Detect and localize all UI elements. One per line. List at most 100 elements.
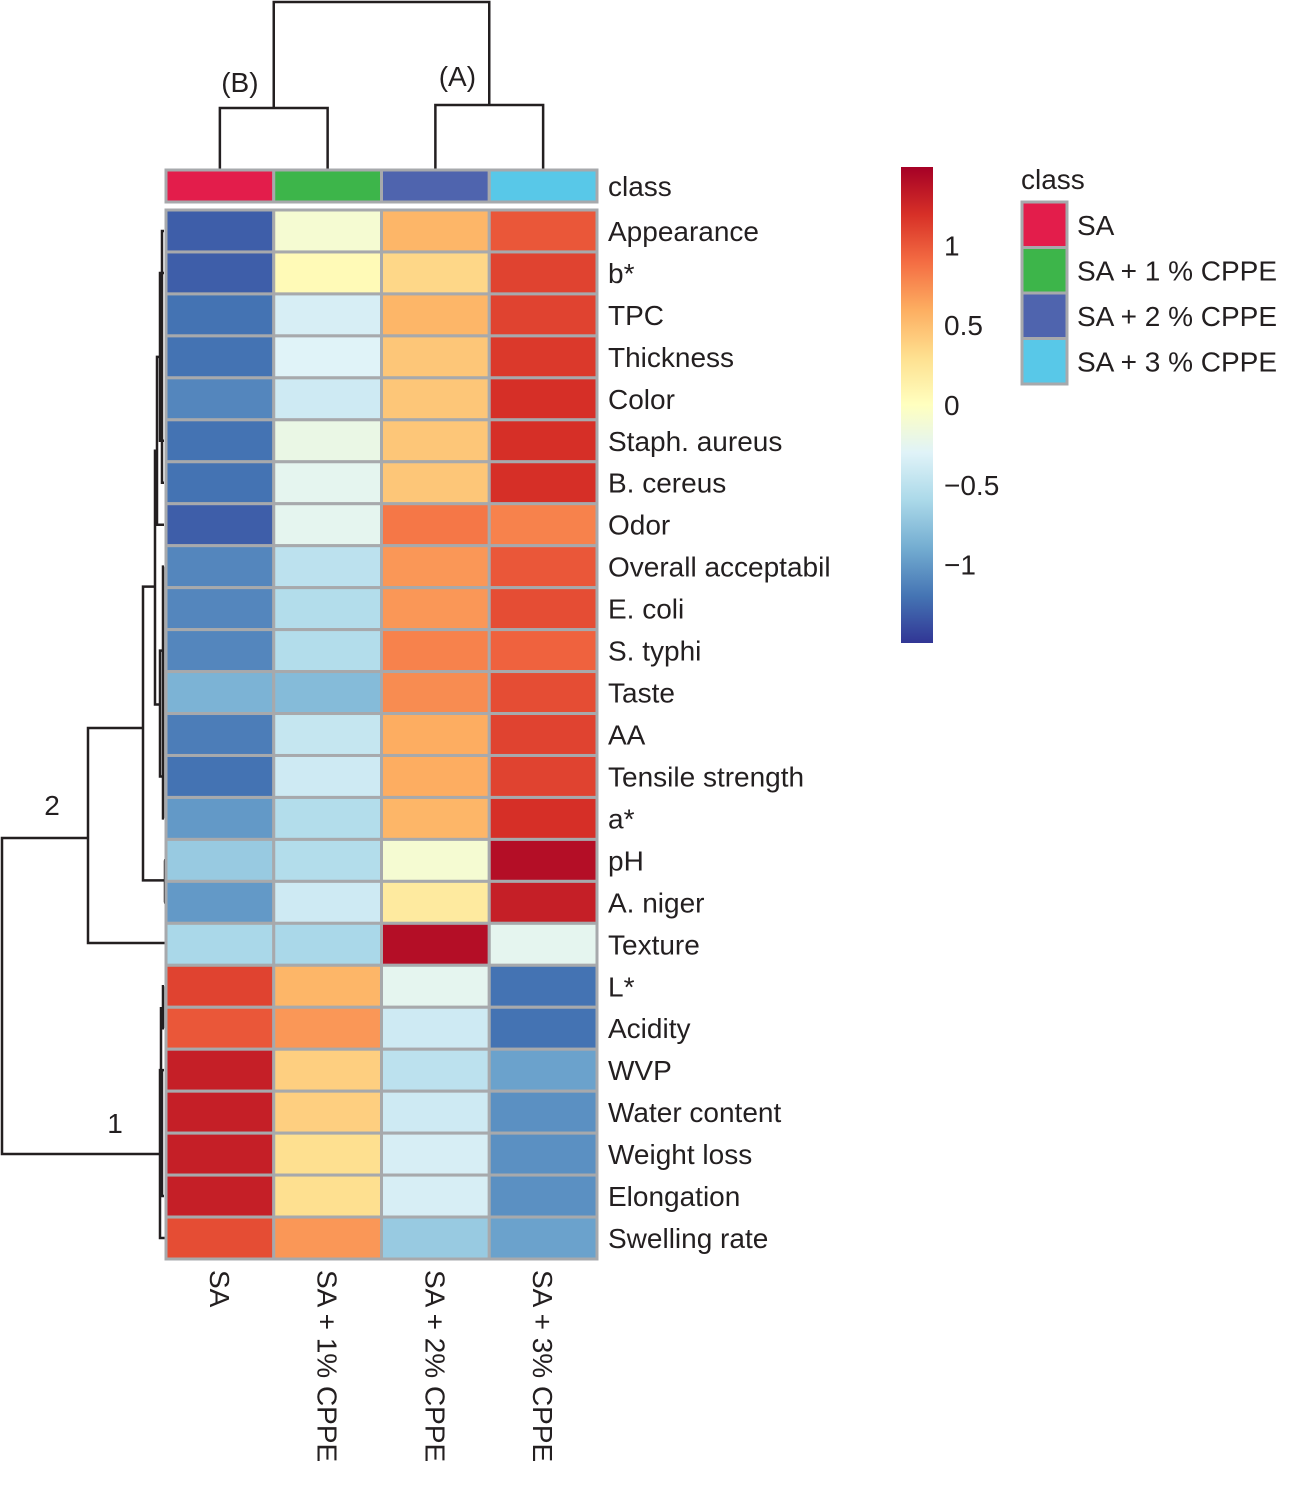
heatmap-cell — [164, 292, 276, 338]
heatmap-cell — [487, 963, 599, 1009]
colorbar-tick-label: 1 — [944, 230, 960, 261]
row-labels: Appearance b* TPC Thickness Color Staph. aure… — [608, 216, 831, 1254]
heatmap-cell — [380, 837, 491, 883]
heatmap-cell — [164, 879, 276, 925]
class-annotation-cell — [380, 168, 491, 204]
heatmap-cells — [164, 208, 599, 1261]
heatmap-cell — [164, 502, 276, 548]
heatmap-cell — [380, 1047, 491, 1093]
heatmap-cell — [164, 250, 276, 296]
heatmap-cell — [272, 921, 383, 967]
heatmap-cell — [272, 879, 383, 925]
heatmap-cell — [380, 1089, 491, 1135]
heatmap-cell — [487, 795, 599, 841]
colorbar-tick-label: 0 — [944, 390, 960, 421]
heatmap-cell — [380, 1005, 491, 1051]
class-annotation-label: class — [608, 171, 672, 202]
row-label: Water content — [608, 1097, 781, 1128]
heatmap-cell — [487, 460, 599, 506]
row-label: AA — [608, 720, 646, 751]
heatmap-cell — [164, 376, 276, 422]
heatmap-cell — [380, 879, 491, 925]
heatmap-cell — [272, 1005, 383, 1051]
heatmap-cell — [164, 837, 276, 883]
heatmap-cell — [380, 460, 491, 506]
heatmap-cell — [487, 586, 599, 632]
heatmap-cell — [272, 795, 383, 841]
legend-swatch — [1020, 246, 1069, 295]
heatmap-cell — [164, 1173, 276, 1219]
dendrogram-branch — [160, 1068, 164, 1198]
heatmap-cell — [487, 1005, 599, 1051]
heatmap-cell — [487, 376, 599, 422]
heatmap-cell — [380, 1173, 491, 1219]
heatmap-cell — [380, 670, 491, 716]
legend-label: SA + 1 % CPPE — [1077, 256, 1277, 287]
heatmap-cell — [164, 753, 276, 799]
heatmap-cell — [272, 628, 383, 674]
dendrogram-branch — [160, 229, 164, 484]
heatmap-cell — [380, 712, 491, 757]
dendrogram-branch — [141, 585, 165, 882]
row-dendrogram — [0, 229, 167, 1240]
heatmap-cell — [164, 1215, 276, 1261]
heatmap-cell — [272, 334, 383, 380]
dendrogram-branch — [434, 103, 545, 169]
heatmap-cell — [487, 1047, 599, 1093]
column-labels: SA SA + 1% CPPE SA + 2% CPPE SA + 3% CPPE — [204, 1270, 558, 1462]
legend-label: SA — [1077, 210, 1115, 241]
heatmap-cell — [487, 250, 599, 296]
heatmap-cell — [380, 544, 491, 590]
heatmap-cell — [487, 753, 599, 799]
heatmap-cell — [380, 795, 491, 841]
heatmap-cell — [380, 1215, 491, 1261]
dendrogram-branch — [218, 106, 329, 169]
heatmap-cell — [487, 1131, 599, 1177]
heatmap-cell — [380, 250, 491, 296]
heatmap-cell — [272, 1089, 383, 1135]
heatmap-cell — [380, 418, 491, 464]
heatmap-cell — [272, 670, 383, 716]
class-legend: SA SA + 1 % CPPE SA + 2 % CPPE SA + 3 % CPP… — [1020, 200, 1277, 386]
heatmap-cell — [487, 879, 599, 925]
row-label: pH — [608, 845, 644, 876]
column-cluster-label-b: (B) — [221, 67, 258, 98]
row-label: TPC — [608, 300, 664, 331]
column-cluster-label-a: (A) — [439, 61, 476, 92]
heatmap-cell — [164, 1131, 276, 1177]
heatmap-cell — [272, 292, 383, 338]
column-label: SA — [204, 1270, 235, 1308]
row-label: Staph. aureus — [608, 426, 782, 457]
heatmap-cell — [164, 712, 276, 757]
row-label: Texture — [608, 929, 700, 960]
heatmap-cell — [272, 837, 383, 883]
row-label: Weight loss — [608, 1139, 752, 1170]
row-label: Acidity — [608, 1013, 690, 1044]
row-label: Taste — [608, 678, 675, 709]
heatmap-cell — [380, 628, 491, 674]
heatmap-cell — [164, 460, 276, 506]
dendrogram-branch — [153, 449, 160, 706]
heatmap-cell — [487, 1215, 599, 1261]
legend-swatch — [1020, 200, 1069, 249]
heatmap-cell — [380, 1131, 491, 1177]
heatmap-cell — [272, 712, 383, 757]
dendrogram-branch — [86, 726, 166, 945]
column-label: SA + 1% CPPE — [312, 1270, 343, 1462]
heatmap-cell — [487, 712, 599, 757]
colorbar — [901, 167, 933, 643]
heatmap-cell — [380, 334, 491, 380]
class-annotation-cell — [272, 168, 383, 204]
heatmap-cell — [272, 1047, 383, 1093]
row-label: B. cereus — [608, 468, 726, 499]
heatmap-cell — [164, 921, 276, 967]
legend-label: SA + 3 % CPPE — [1077, 347, 1277, 378]
heatmap-cell — [487, 292, 599, 338]
heatmap-cell — [487, 921, 599, 967]
row-label: Overall acceptabil — [608, 552, 831, 583]
dendrogram-branch — [0, 836, 160, 1156]
heatmap-cell — [272, 418, 383, 464]
heatmap-cell — [380, 586, 491, 632]
heatmap-cell — [487, 334, 599, 380]
